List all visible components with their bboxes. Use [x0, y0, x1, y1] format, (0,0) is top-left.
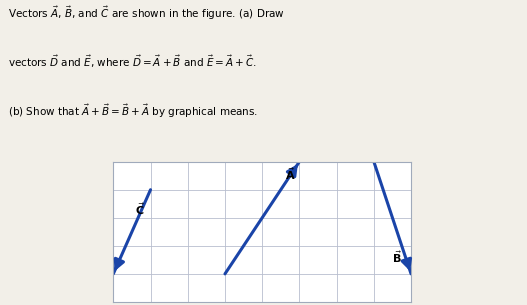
Text: $\vec{\mathbf{B}}$: $\vec{\mathbf{B}}$: [392, 249, 402, 265]
Text: $\vec{\mathbf{A}}$: $\vec{\mathbf{A}}$: [285, 167, 295, 182]
Text: Vectors $\vec{A}$, $\vec{B}$, and $\vec{C}$ are shown in the figure. (a) Draw: Vectors $\vec{A}$, $\vec{B}$, and $\vec{…: [8, 5, 285, 22]
Text: $\vec{\mathbf{C}}$: $\vec{\mathbf{C}}$: [135, 202, 145, 217]
Text: (b) Show that $\vec{A} + \vec{B} = \vec{B} + \vec{A}$ by graphical means.: (b) Show that $\vec{A} + \vec{B} = \vec{…: [8, 102, 258, 120]
Text: vectors $\vec{D}$ and $\vec{E}$, where $\vec{D} = \vec{A} + \vec{B}$ and $\vec{E: vectors $\vec{D}$ and $\vec{E}$, where $…: [8, 53, 257, 70]
